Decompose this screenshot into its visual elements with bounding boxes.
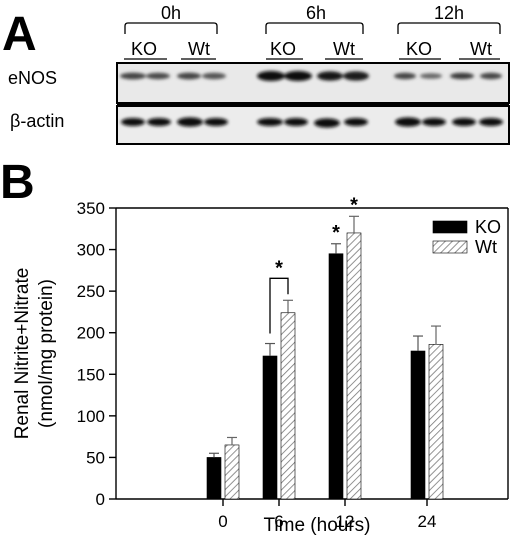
blot-strip-enos: [116, 62, 510, 104]
y-tick-label-150: 150: [77, 365, 105, 384]
bar-wt-6: [280, 312, 296, 500]
x-tick-label-24: 24: [418, 512, 437, 531]
beta-actin-bands: [121, 117, 503, 128]
enos-band-3: [177, 72, 201, 80]
x-tick-label-0: 0: [218, 512, 227, 531]
enos-bands: [120, 71, 502, 81]
bar-wt-0: [224, 444, 240, 500]
blot-strip-beta-actin: [116, 105, 510, 145]
y-tick-label-200: 200: [77, 324, 105, 343]
x-tick-label-12: 12: [336, 512, 355, 531]
significance-star-wt-12: *: [350, 194, 358, 216]
legend-label-wt: Wt: [475, 237, 497, 257]
actin-band-2: [147, 118, 171, 126]
enos-band-2: [146, 72, 170, 80]
y-tick-label-250: 250: [77, 282, 105, 301]
row-label-beta-actin: β-actin: [10, 111, 64, 131]
group-label-ko-6h: KO: [270, 39, 296, 59]
actin-band-11: [452, 118, 476, 126]
actin-band-3: [177, 117, 203, 127]
y-tick-label-50: 50: [86, 448, 105, 467]
legend-label-ko: KO: [475, 217, 501, 237]
bar-ko-0: [206, 457, 222, 500]
bar-ko-12: [328, 253, 344, 500]
bar-wt-12: [346, 232, 362, 500]
brace-12h: [397, 22, 501, 34]
actin-band-7: [314, 118, 340, 128]
significance-star-ko-12: *: [332, 222, 340, 244]
enos-band-4: [202, 72, 226, 80]
brace-0h: [124, 22, 218, 34]
significance-star-6: *: [275, 257, 283, 279]
enos-band-7: [317, 71, 343, 81]
group-label-wt-0h: Wt: [188, 39, 210, 59]
panel-a-letter: A: [2, 8, 37, 61]
actin-band-1: [121, 118, 145, 126]
time-label-6h: 6h: [306, 3, 326, 23]
group-label-wt-6h: Wt: [333, 39, 355, 59]
panel-b-letter: B: [0, 156, 35, 209]
enos-band-6: [284, 71, 312, 81]
time-label-0h: 0h: [161, 3, 181, 23]
bar-ko-24: [410, 350, 426, 500]
group-label-ko-12h: KO: [406, 39, 432, 59]
x-tick-label-6: 6: [274, 512, 283, 531]
enos-band-8: [343, 71, 369, 81]
actin-band-9: [395, 117, 421, 127]
enos-band-1: [120, 72, 146, 80]
enos-band-9: [394, 72, 416, 80]
time-label-12h: 12h: [434, 3, 464, 23]
legend-swatch-ko: [432, 220, 468, 234]
y-axis-title-line2: (nmol/mg protein): [36, 279, 57, 428]
significance-bracket-6: [269, 277, 289, 334]
y-tick-label-0: 0: [96, 490, 105, 509]
actin-band-4: [204, 118, 228, 126]
bar-wt-24: [428, 344, 444, 500]
x-axis-title: Time (hours): [264, 515, 371, 536]
brace-6h: [265, 22, 364, 34]
y-tick-label-350: 350: [77, 199, 105, 218]
group-label-wt-12h: Wt: [470, 39, 492, 59]
enos-band-12: [480, 72, 502, 80]
row-label-enos: eNOS: [8, 68, 57, 88]
bar-ko-6: [262, 355, 278, 500]
y-axis-title-line1: Renal Nitrite+Nitrate: [12, 268, 33, 440]
enos-band-11: [450, 72, 474, 80]
y-tick-label-300: 300: [77, 241, 105, 260]
legend-swatch-wt: [432, 240, 468, 254]
actin-band-12: [479, 118, 503, 126]
actin-band-10: [422, 118, 446, 126]
y-tick-label-100: 100: [77, 407, 105, 426]
actin-band-5: [257, 118, 283, 126]
blot-divider: [117, 102, 509, 107]
actin-band-8: [344, 118, 368, 126]
enos-band-10: [420, 73, 442, 79]
enos-band-5: [257, 71, 285, 81]
actin-band-6: [284, 118, 308, 126]
group-label-ko-0h: KO: [131, 39, 157, 59]
